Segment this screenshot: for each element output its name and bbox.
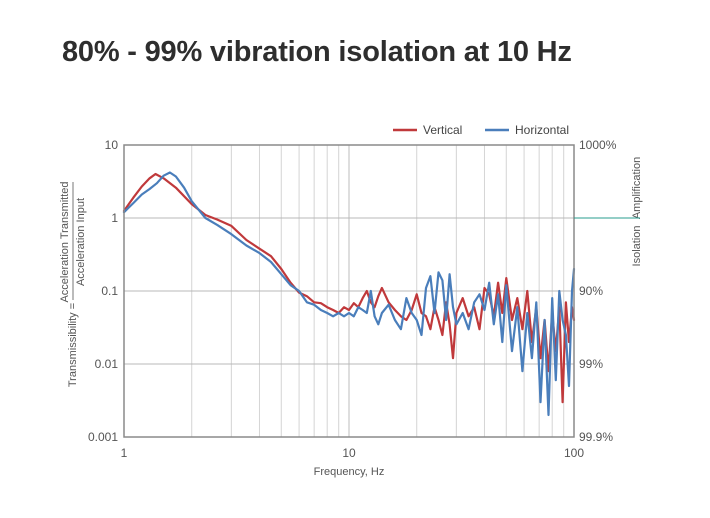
legend-label: Horizontal	[515, 123, 569, 137]
y-tick-label-right: 99.9%	[579, 430, 613, 444]
series-line-horizontal	[122, 171, 576, 417]
legend: Vertical Horizontal	[393, 123, 569, 137]
legend-item-horizontal: Horizontal	[485, 123, 569, 137]
y-tick-label-left: 1	[111, 211, 118, 225]
series-layer	[122, 171, 576, 417]
y-axis-label-numerator: Acceleration Transmitted	[59, 181, 71, 302]
legend-item-vertical: Vertical	[393, 123, 462, 137]
y-tick-label-left: 0.1	[101, 284, 118, 298]
y-tick-label-right: 90%	[579, 284, 603, 298]
series-line-vertical	[122, 172, 576, 404]
y-axis-label-denominator: Acceleration Input	[75, 198, 87, 286]
y-tick-label-right: 1000%	[579, 138, 617, 152]
y-axis-label-left: Transmissibility = Acceleration Transmit…	[59, 181, 87, 387]
amplification-label: Amplification	[631, 157, 643, 219]
x-tick-labels: 1 10 100	[121, 446, 585, 460]
y-tick-label-left: 0.01	[95, 357, 119, 371]
x-axis-label: Frequency, Hz	[314, 466, 385, 478]
y-tick-labels-right: 1000% 90% 99% 99.9%	[579, 138, 617, 444]
y-axis-label-prefix: Transmissibility =	[67, 303, 79, 387]
plot-frame	[123, 144, 575, 438]
y-tick-label-right: 99%	[579, 357, 603, 371]
y-tick-label-left: 0.001	[88, 430, 118, 444]
isolation-label: Isolation	[631, 226, 643, 267]
legend-label: Vertical	[423, 123, 462, 137]
y-axis-label-right: Amplification Isolation	[631, 157, 643, 267]
x-tick-label: 10	[342, 446, 356, 460]
x-tick-label: 100	[564, 446, 584, 460]
y-tick-labels-left: 10 1 0.1 0.01 0.001	[88, 138, 118, 444]
x-tick-label: 1	[121, 446, 128, 460]
y-tick-label-left: 10	[105, 138, 119, 152]
page-title: 80% - 99% vibration isolation at 10 Hz	[62, 36, 572, 68]
